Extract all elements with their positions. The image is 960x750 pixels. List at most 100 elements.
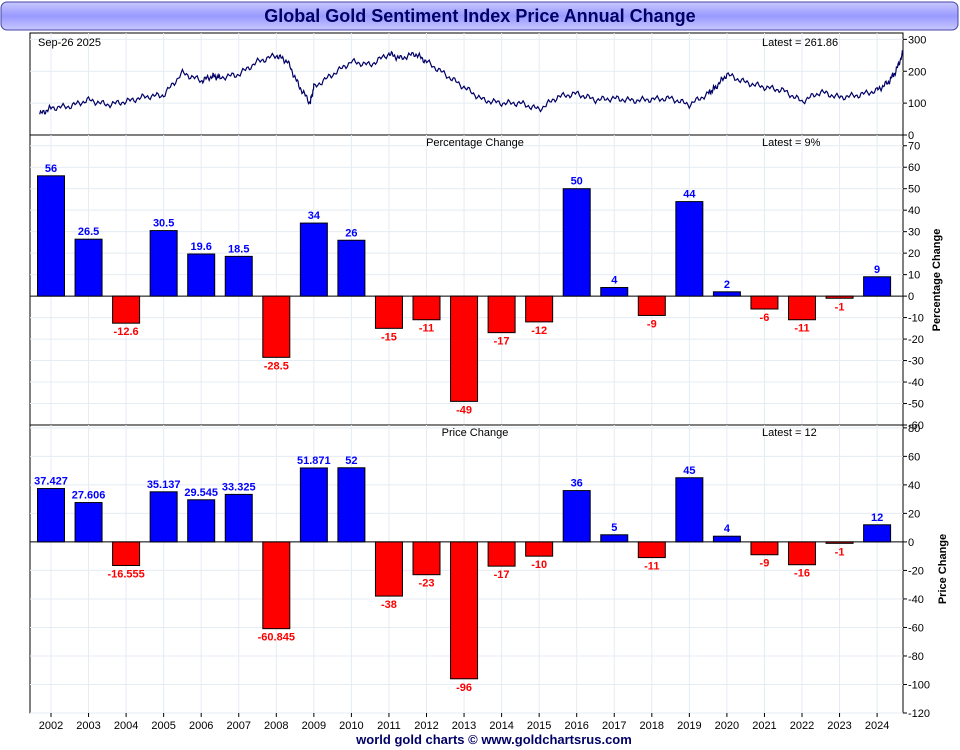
price-change-bar-2005 — [149, 491, 178, 543]
pct-value-label: 2 — [724, 279, 730, 291]
pct-value-label: 50 — [571, 176, 583, 188]
price-change-bar-2014 — [487, 541, 516, 567]
x-tick-label: 2007 — [227, 720, 251, 732]
pct-value-label: -15 — [381, 331, 397, 343]
pct-bar-2018 — [637, 295, 666, 316]
price-latest-label: Latest = 261.86 — [762, 37, 838, 49]
price-change-bar-2007 — [224, 493, 253, 543]
y-tick-label: 10 — [908, 270, 920, 282]
pct-bar-2004 — [112, 295, 141, 324]
chart-title: Global Gold Sentiment Index Price Annual… — [264, 6, 695, 26]
price-change-value-label: -17 — [494, 569, 510, 581]
title-bar — [0, 1, 959, 31]
pct-value-label: -11 — [794, 323, 809, 335]
pct-latest-label: Latest = 9% — [762, 137, 821, 149]
pct-bar-2023 — [825, 295, 854, 299]
y-tick-label: -20 — [908, 565, 924, 577]
y-tick-label: 40 — [908, 480, 920, 492]
y-tick-label: -120 — [908, 708, 930, 720]
pct-value-label: -49 — [456, 404, 472, 416]
pct-bar-2016 — [562, 188, 591, 297]
y-tick-label: -40 — [908, 377, 924, 389]
x-tick-label: 2016 — [564, 720, 588, 732]
price-change-panel: 80 60 40 20 0 -20 -40 -60 -80 -100 -120 37.427 27.60… — [29, 423, 949, 720]
x-tick-label: 2011 — [377, 720, 401, 732]
pct-bar-2006 — [187, 253, 216, 297]
pct-bar-2014 — [487, 295, 516, 334]
x-tick-label: 2003 — [76, 720, 100, 732]
pct-value-label: 18.5 — [228, 243, 249, 255]
x-tick-label: 2005 — [151, 720, 175, 732]
pct-bar-2009 — [299, 222, 328, 297]
price-panel: 300 200 100 0 Sep-26 2025 Latest = 261.86 — [29, 32, 926, 142]
pct-value-label: 56 — [45, 163, 57, 175]
price-change-bar-2008 — [262, 541, 291, 630]
y-tick-label: -80 — [908, 651, 924, 663]
y-tick-label: -40 — [908, 594, 924, 606]
price-change-bar-2024 — [863, 524, 892, 543]
price-change-value-label: -23 — [419, 578, 435, 590]
y-tick-label: -60 — [908, 622, 924, 634]
x-tick-label: 2004 — [114, 720, 138, 732]
price-change-bar-2006 — [187, 499, 216, 543]
pct-value-label: -6 — [760, 312, 770, 324]
pct-bar-2020 — [712, 291, 741, 297]
x-tick-label: 2017 — [602, 720, 626, 732]
price-change-bar-2002 — [37, 488, 65, 543]
y-tick-label: 20 — [908, 248, 920, 260]
x-tick-label: 2009 — [302, 720, 326, 732]
price-change-bar-2018 — [637, 541, 666, 559]
x-tick-label: 2018 — [640, 720, 664, 732]
pct-bar-2019 — [675, 201, 704, 297]
x-tick-label: 2020 — [715, 720, 739, 732]
price-change-bar-2004 — [112, 541, 141, 567]
x-tick-label: 2012 — [414, 720, 438, 732]
pct-value-label: -17 — [494, 336, 510, 348]
price-change-bar-2011 — [374, 541, 403, 597]
y-tick-label: 30 — [908, 227, 920, 239]
pct-value-label: 34 — [308, 210, 321, 222]
x-tick-label: 2010 — [339, 720, 363, 732]
x-tick-label: 2013 — [452, 720, 476, 732]
pct-value-label: 30.5 — [153, 218, 174, 230]
y-tick-label: 0 — [908, 130, 914, 142]
price-change-value-label: 29.545 — [184, 487, 218, 499]
y-tick-label: 20 — [908, 508, 920, 520]
y-tick-label: 0 — [908, 291, 914, 303]
y-tick-label: -60 — [908, 420, 924, 432]
y-tick-label: 0 — [908, 537, 914, 549]
pct-axis-title: Percentage Change — [931, 229, 943, 332]
price-change-value-label: 45 — [683, 465, 695, 477]
pct-bar-2017 — [600, 287, 629, 297]
pct-bar-2013 — [450, 295, 479, 402]
y-tick-label: 40 — [908, 205, 920, 217]
y-tick-label: -10 — [908, 313, 924, 325]
x-tick-label: 2024 — [865, 720, 889, 732]
pct-value-label: 19.6 — [190, 241, 211, 253]
x-tick-label: 2002 — [39, 720, 63, 732]
pct-value-label: 26.5 — [78, 226, 99, 238]
price-change-value-label: -1 — [835, 546, 845, 558]
x-tick-label: 2015 — [527, 720, 551, 732]
y-tick-label: 50 — [908, 184, 920, 196]
pct-value-label: 44 — [683, 189, 696, 201]
pct-value-label: -11 — [419, 323, 434, 335]
price-change-value-label: -10 — [531, 559, 547, 571]
y-tick-label: 60 — [908, 451, 920, 463]
price-change-value-label: 37.427 — [34, 476, 68, 488]
pct-bar-2010 — [337, 239, 366, 297]
footer-credit: world gold charts © www.goldchartsrus.co… — [355, 732, 632, 747]
y-tick-label: -50 — [908, 399, 924, 411]
pct-value-label: -28.5 — [264, 360, 289, 372]
x-tick-label: 2008 — [264, 720, 288, 732]
pct-bar-2015 — [525, 295, 554, 323]
price-change-axis-title: Price Change — [937, 534, 949, 604]
pct-bar-2021 — [750, 295, 779, 310]
price-change-value-label: -96 — [456, 682, 472, 694]
pct-bar-2005 — [149, 230, 178, 297]
y-tick-label: 70 — [908, 141, 920, 153]
price-change-value-label: 51.871 — [297, 455, 331, 467]
price-change-value-label: -38 — [381, 599, 397, 611]
y-tick-label: 200 — [908, 66, 926, 78]
pct-bar-2003 — [74, 238, 103, 297]
